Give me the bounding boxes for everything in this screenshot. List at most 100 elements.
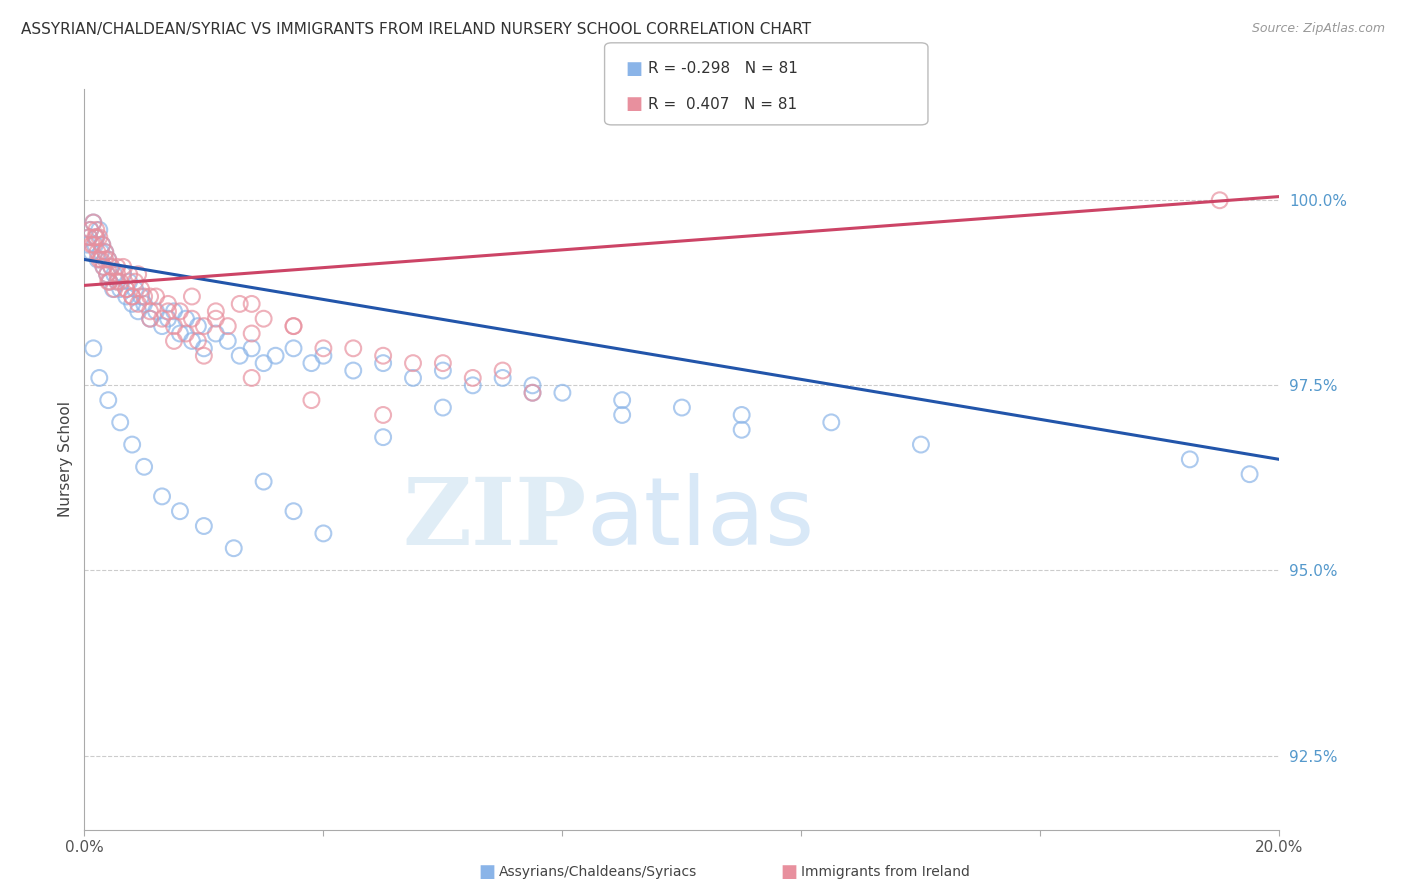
Point (283, 342, 305, 356)
Point (80, 245, 103, 260)
Point (145, 304, 167, 318)
Point (283, 504, 305, 518)
Point (217, 334, 239, 348)
Point (129, 282, 152, 296)
Text: ■: ■ (780, 863, 797, 881)
Point (86, 230, 108, 244)
Point (229, 297, 252, 311)
Point (112, 268, 135, 282)
Point (121, 289, 143, 303)
Point (121, 437, 143, 451)
Point (187, 319, 209, 334)
Point (91, 237, 114, 252)
Point (89, 371, 111, 385)
Text: Immigrants from Ireland: Immigrants from Ireland (801, 865, 970, 880)
Point (229, 349, 252, 363)
Point (1178, 452, 1201, 467)
Point (461, 378, 484, 392)
Point (169, 504, 191, 518)
Point (76, 245, 98, 260)
Point (124, 275, 146, 289)
Y-axis label: Nursery School: Nursery School (58, 401, 73, 517)
Point (105, 275, 128, 289)
Point (86, 245, 108, 260)
Point (105, 275, 128, 289)
Point (82, 215, 104, 229)
Point (402, 371, 425, 385)
Point (98, 275, 121, 289)
Point (112, 260, 135, 274)
Point (80, 237, 103, 252)
Point (86, 252, 108, 267)
Text: R =  0.407   N = 81: R = 0.407 N = 81 (648, 97, 797, 112)
Point (522, 385, 544, 400)
Point (86, 230, 108, 244)
Point (132, 459, 156, 474)
Point (94, 252, 117, 267)
Point (82, 342, 104, 356)
Point (86, 223, 108, 237)
Point (96, 268, 118, 282)
Point (150, 490, 173, 504)
Point (105, 268, 128, 282)
Point (342, 363, 364, 377)
Point (169, 304, 191, 318)
Point (163, 334, 186, 348)
Text: ■: ■ (478, 863, 495, 881)
Point (145, 289, 167, 303)
Point (217, 319, 239, 334)
Point (205, 304, 228, 318)
Point (205, 311, 228, 326)
Point (118, 275, 141, 289)
Point (432, 356, 454, 370)
Point (612, 393, 634, 408)
Point (97, 252, 120, 267)
Point (97, 252, 120, 267)
Point (79, 223, 101, 237)
Point (77, 230, 100, 244)
Point (181, 334, 204, 348)
Point (89, 252, 111, 267)
Point (127, 297, 149, 311)
Point (127, 268, 149, 282)
Point (121, 297, 143, 311)
Point (240, 371, 263, 385)
Point (89, 223, 111, 237)
Point (181, 311, 204, 326)
Point (1209, 194, 1232, 208)
Point (522, 385, 544, 400)
Point (193, 519, 215, 533)
Point (181, 289, 204, 303)
Point (127, 304, 149, 318)
Point (94, 245, 117, 260)
Point (139, 311, 162, 326)
Point (157, 304, 180, 318)
Point (174, 326, 197, 341)
Point (264, 349, 287, 363)
Point (79, 223, 101, 237)
Point (240, 326, 263, 341)
Point (253, 475, 276, 489)
Point (671, 401, 693, 415)
Point (100, 260, 122, 274)
Text: ZIP: ZIP (402, 474, 586, 564)
Point (312, 342, 335, 356)
Point (492, 371, 515, 385)
Point (222, 541, 245, 556)
Point (139, 304, 162, 318)
Point (163, 319, 186, 334)
Point (76, 237, 98, 252)
Point (157, 311, 180, 326)
Point (84, 230, 107, 244)
Point (82, 215, 104, 229)
Point (90, 245, 112, 260)
Point (253, 356, 276, 370)
Point (93, 260, 115, 274)
Point (77, 230, 100, 244)
Point (115, 282, 138, 296)
Point (103, 268, 125, 282)
Point (432, 401, 454, 415)
Point (193, 319, 215, 334)
Point (461, 371, 484, 385)
Point (105, 260, 128, 274)
